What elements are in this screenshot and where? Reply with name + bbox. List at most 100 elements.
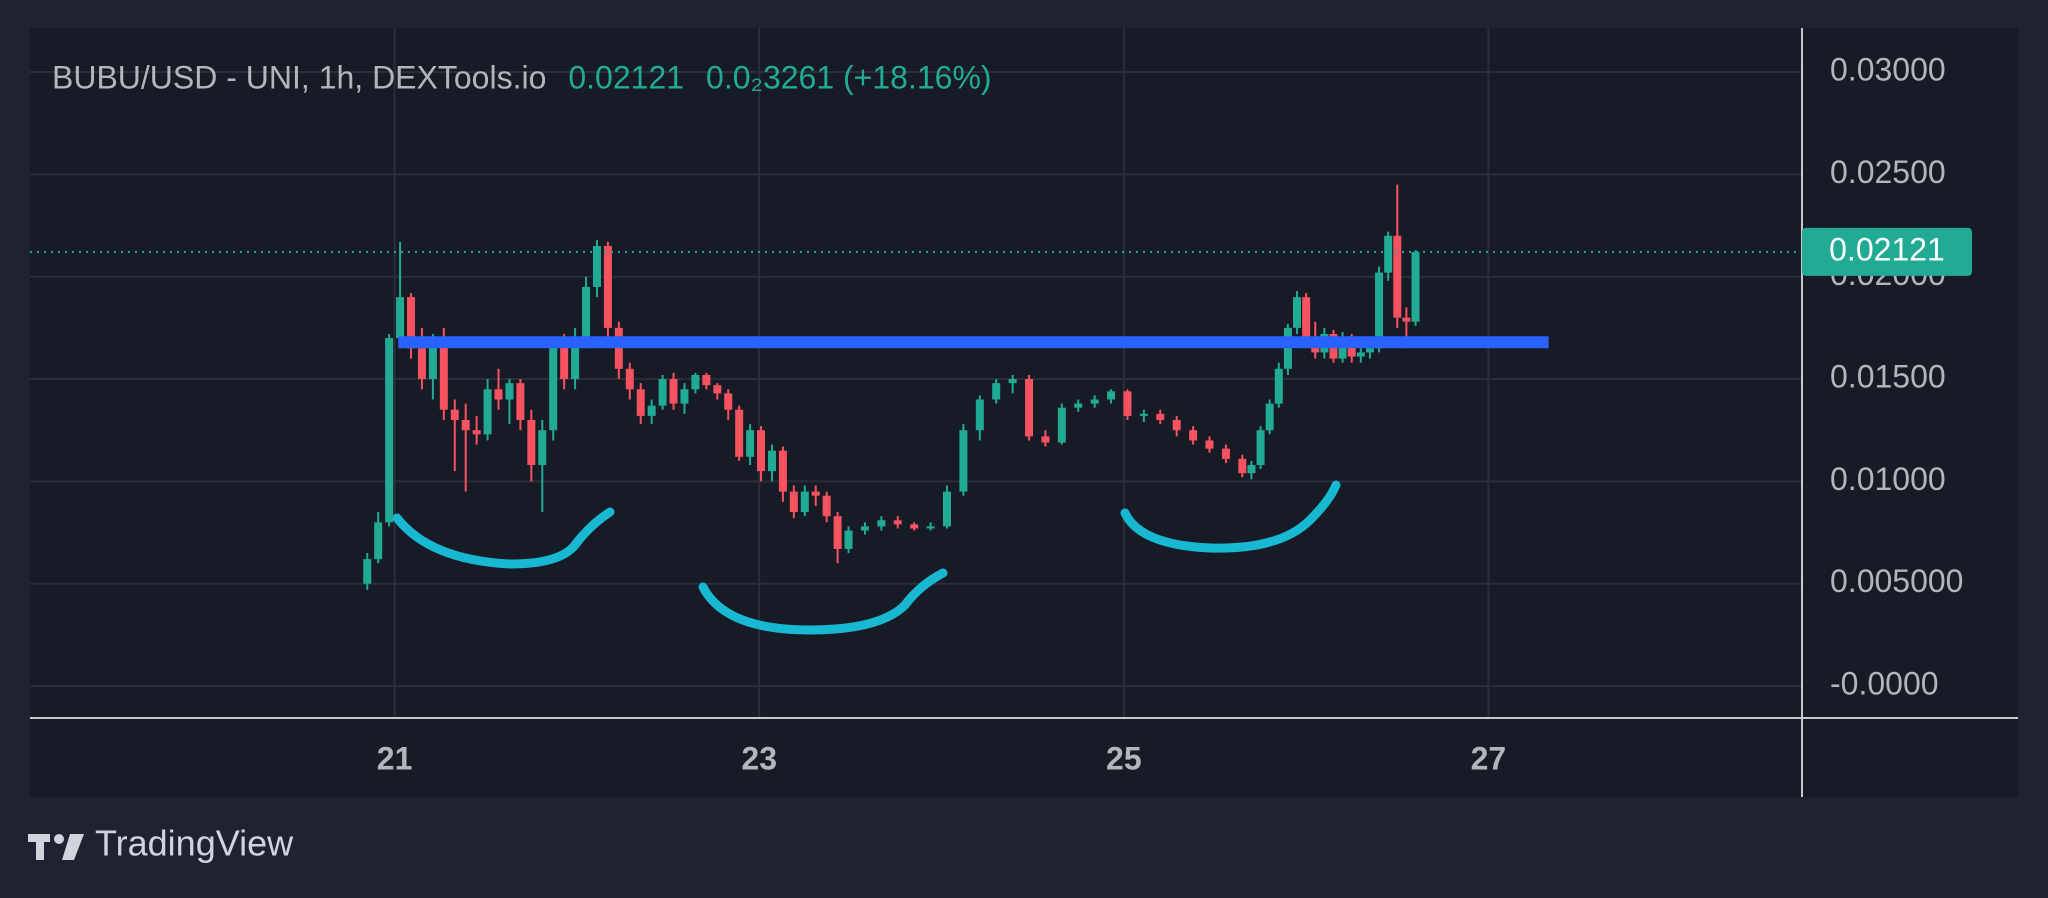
last-price-label: 0.02121 <box>1829 231 1945 267</box>
chart-title: BUBU/USD - UNI, 1h, DEXTools.io <box>52 59 546 95</box>
candle-body <box>1247 465 1256 474</box>
candle-body <box>691 374 700 390</box>
chart-panel <box>30 28 2018 797</box>
x-tick-label: 25 <box>1106 740 1142 776</box>
candle-body <box>1172 419 1181 431</box>
y-tick-label: 0.01500 <box>1830 358 1946 394</box>
candle-body <box>959 430 968 492</box>
drawings <box>392 480 1341 635</box>
y-tick-label: 0.02500 <box>1830 154 1946 190</box>
x-tick-label: 21 <box>377 740 413 776</box>
candle-body <box>1221 448 1230 459</box>
marks <box>30 184 1802 590</box>
candle-body <box>746 430 755 457</box>
candle-body <box>1057 407 1066 443</box>
branding: TradingView <box>95 823 294 864</box>
candle-body <box>724 393 733 410</box>
candle-body <box>614 327 623 369</box>
header-change: 0.0₂3261 (+18.16%) <box>706 59 992 95</box>
candle-body <box>833 516 842 549</box>
candle-body <box>428 342 437 380</box>
candle-body <box>494 389 503 400</box>
y-tick-label: 0.03000 <box>1830 51 1946 87</box>
candle-body <box>1107 391 1116 400</box>
grid <box>30 28 1802 718</box>
candle-body <box>1356 352 1365 357</box>
candle-body <box>647 405 656 416</box>
candle-body <box>516 383 525 420</box>
candle-body <box>560 342 569 380</box>
candle-body <box>1393 235 1402 318</box>
candle-body <box>549 342 558 431</box>
logo-part <box>62 834 84 860</box>
candle-body <box>975 399 984 431</box>
candle-body <box>811 491 820 496</box>
candle-body <box>702 374 711 386</box>
y-tick-label: -0.0000 <box>1830 666 1939 702</box>
candle-body <box>450 409 459 420</box>
candle-body <box>396 297 405 339</box>
logo-part <box>36 834 44 860</box>
candle-body <box>592 245 601 287</box>
candle-body <box>713 385 722 394</box>
candle-body <box>1302 297 1311 339</box>
candle-body <box>822 495 831 517</box>
candle-body <box>571 338 580 380</box>
candle-body <box>860 526 869 531</box>
x-tick-label: 23 <box>741 740 777 776</box>
candle-body <box>735 409 744 457</box>
candle-body <box>374 522 383 560</box>
candle-body <box>1365 348 1374 353</box>
hand-drawn-curve <box>392 507 615 569</box>
candle-body <box>1411 251 1420 322</box>
y-tick-label: 0.005000 <box>1830 563 1963 599</box>
candle-body <box>439 342 448 410</box>
header-price: 0.02121 <box>568 59 684 95</box>
axes: -0.00000.0050000.010000.015000.020000.02… <box>377 51 1972 776</box>
candle-body <box>992 383 1001 400</box>
candle-body <box>483 389 492 435</box>
header: BUBU/USD - UNI, 1h, DEXTools.io 0.02121 … <box>52 59 992 95</box>
candle-body <box>461 419 470 431</box>
candle-body <box>538 430 547 466</box>
candle-body <box>669 379 678 404</box>
candle-body <box>1156 413 1165 420</box>
x-tick-label: 27 <box>1471 740 1507 776</box>
candle-body <box>1205 440 1214 449</box>
candle-body <box>658 379 667 406</box>
candle-body <box>582 286 591 339</box>
candle-body <box>1074 403 1083 408</box>
candle-body <box>1041 436 1050 443</box>
candle-body <box>1338 338 1347 359</box>
candle-body <box>603 245 612 328</box>
candle-body <box>636 389 645 416</box>
candle-body <box>1402 317 1411 322</box>
candle-body <box>1238 458 1247 474</box>
candle-body <box>1283 327 1292 369</box>
candle-body <box>926 526 935 529</box>
candle-body <box>757 430 766 472</box>
last-price-tag <box>1802 227 1972 276</box>
candle-body <box>767 450 776 472</box>
candle-body <box>472 430 481 435</box>
candle-body <box>680 389 689 404</box>
hand-drawn-curve <box>1120 480 1341 553</box>
candle-body <box>1008 379 1017 384</box>
candle-body <box>778 450 787 492</box>
candle-body <box>1025 379 1034 437</box>
candle-body <box>1189 430 1198 441</box>
logo-part <box>54 834 64 844</box>
candle-body <box>1274 368 1283 404</box>
candle-body <box>877 520 886 527</box>
hand-drawn-curve <box>698 568 948 635</box>
candle-body <box>1123 391 1132 416</box>
candle-body <box>800 491 809 513</box>
candle-body <box>910 524 919 529</box>
candle-body <box>625 368 634 390</box>
candle-body <box>1139 413 1148 416</box>
candle-body <box>1256 430 1265 466</box>
candle-body <box>942 491 951 527</box>
candle-body <box>505 383 514 400</box>
